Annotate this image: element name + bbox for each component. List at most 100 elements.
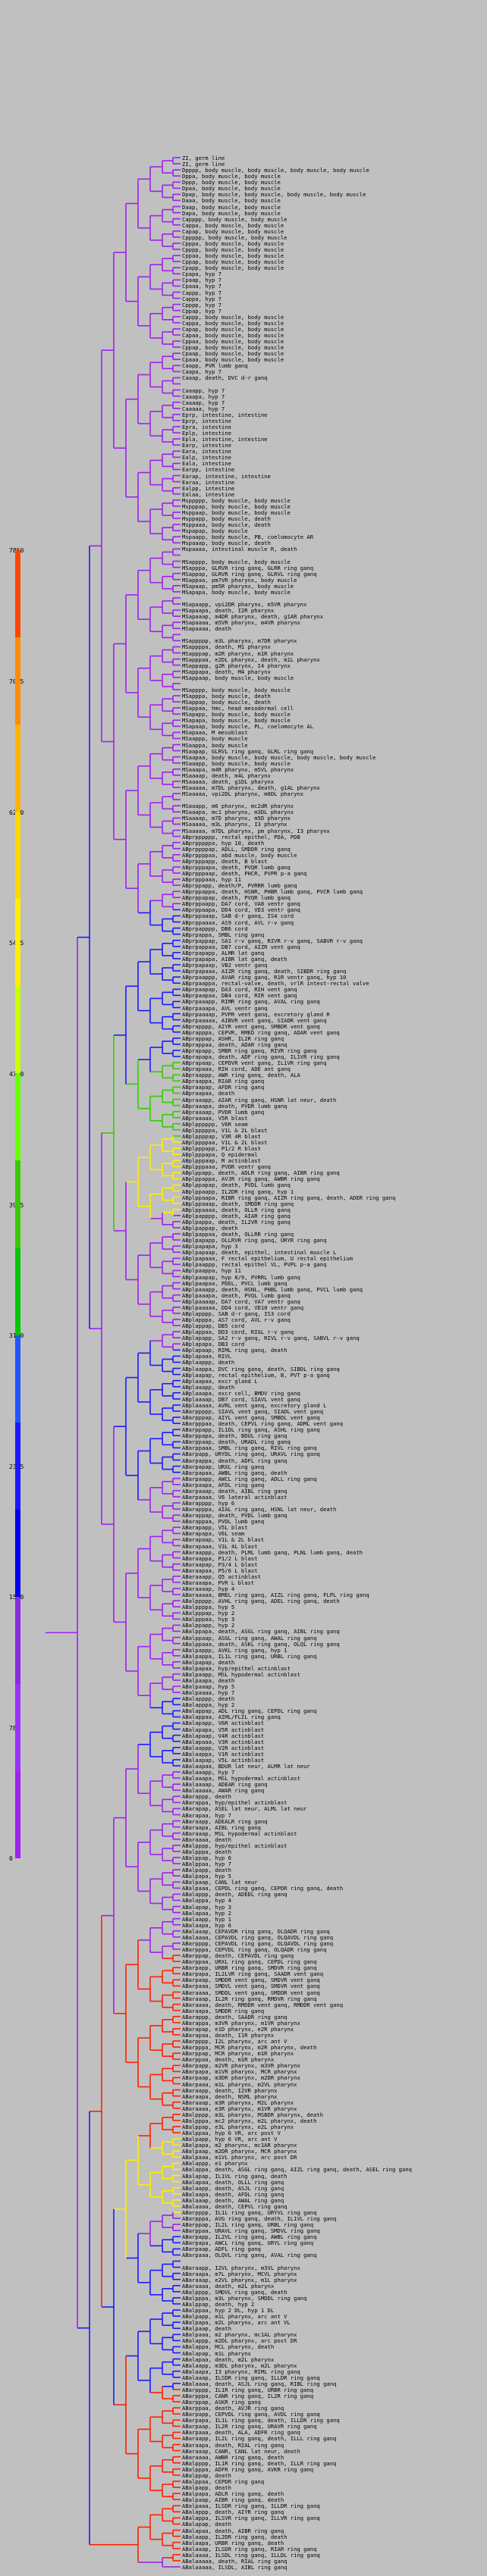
cell-label: Cappp, body muscle, body muscle bbox=[182, 313, 284, 321]
cell-label: ABaraaap, IL2R ring ganq, RMDVR ring gan… bbox=[182, 1995, 317, 2002]
cell-label: MSapaaaa, death bbox=[182, 625, 231, 633]
cell-label: ABalappa, MCL pharynx, death bbox=[182, 2343, 275, 2351]
cell-label: ZI, germ line bbox=[182, 161, 225, 168]
cell-label: Earaa, intestine bbox=[182, 478, 235, 486]
cell-label: ABalaaap, ILSDR ring ganq, RIAR ring gan… bbox=[182, 2545, 317, 2553]
cell-label: Caaaap, hyp 7 bbox=[182, 399, 225, 406]
cell-label: ABplpapapa, hyp 3 bbox=[182, 1243, 238, 1250]
cell-label: ABaraaap, m3R pharynx, M2L pharynx bbox=[182, 2099, 294, 2106]
cell-label: ABprppapp, death/P, PVRRR lumb ganq bbox=[182, 882, 297, 890]
cell-label: Msppaaa, body muscle, death bbox=[182, 521, 271, 529]
cell-label: ABalpppp, SMDVL ring ganq, death bbox=[182, 2288, 287, 2296]
lineage-labels: ZI, germ line ZI, germ line Dpppp, body mu… bbox=[182, 0, 485, 2576]
cell-label: ABplapapp, SA2 r-v ganq, RIVL r-v ganq, … bbox=[182, 1335, 360, 1342]
cell-label: ABarpapp, URBR ring ganq, SMDVR ring gan… bbox=[182, 1964, 317, 1972]
cell-label: ABalppaa, CEPDR ring ganq bbox=[182, 2477, 265, 2485]
cell-label: MSapapa, body muscle, body muscle bbox=[182, 588, 291, 596]
cell-label: ABarpppa, CEPVDL ring ganq, OLQADR ring … bbox=[182, 1946, 327, 1954]
cell-label: MSappppp, m3L pharynx, m7DR pharynx bbox=[182, 637, 297, 645]
cell-label: ABarpaap, IL2R ring ganq, URAVR ring gan… bbox=[182, 2423, 317, 2430]
cell-label: ABalppaap, ASGL ring ganq, AWAL ring gan… bbox=[182, 1634, 317, 1642]
cell-label: ABplpapppp, death, AIAR ring ganq bbox=[182, 1212, 291, 1219]
cell-label: ABplppapp, death, ADLR ring ganq, AIBR r… bbox=[182, 1169, 340, 1177]
cell-label: ABarppaa, URAVL ring ganq, SMDVL ring ga… bbox=[182, 2227, 320, 2235]
cell-label: ABarpapa, AWCL ring ganq, URYL ring ganq bbox=[182, 2240, 314, 2247]
cell-label: ABplpppppa, V1L & 2L blast bbox=[182, 1126, 268, 1134]
cell-label: ABprpapaaa, AIZR ring ganq, death, SIBDR… bbox=[182, 968, 347, 975]
cell-label: ABarapap, ASEL lat neur, ALML lat neur bbox=[182, 1805, 307, 1813]
cell-label: ABalpapa, m2 pharynx, mc1AR pharynx bbox=[182, 2142, 297, 2149]
cell-label: MSaaapa, m4R pharynx, m5VL pharynx bbox=[182, 765, 294, 773]
cell-label: Earpp, intestine bbox=[182, 466, 235, 474]
cell-label: ABarapapa, V6L seam bbox=[182, 1530, 245, 1538]
cell-label: ABplapppa, AS7 cord, AVL r-v ganq bbox=[182, 1316, 291, 1323]
cell-label: ABaraapa, m7L pharynx, MCVL pharynx bbox=[182, 2270, 297, 2277]
cell-label: ABalapaa, hyp 2 bbox=[182, 1909, 231, 1917]
scale-tick-785: 785 bbox=[9, 1725, 39, 1732]
cell-label: ABalapppa, hyp 2 bbox=[182, 1701, 235, 1709]
cell-label: ABalaaaa, CEPAVDL ring ganq, OLQAVDL rin… bbox=[182, 1933, 334, 1941]
cell-label: ABprappap, ASHR, IL2R ring ganq bbox=[182, 1034, 284, 1042]
cell-label: ABarpppp, IL1R ring ganq, URBR ring ganq bbox=[182, 2386, 314, 2393]
cell-label: ABaraapa, death, RIAL ring ganq bbox=[182, 2441, 284, 2449]
scale-tick-0: 0 bbox=[9, 1855, 13, 1862]
cell-label: Cppaa, body muscle, body muscle bbox=[182, 252, 284, 260]
cell-label: ABalppap, e3L pharynx, e2L pharynx bbox=[182, 2124, 294, 2130]
cell-label: ABaraaaa, SMDDL vent ganq, SMDDR vent ga… bbox=[182, 1989, 320, 1996]
cell-label: Cpppa, body muscle, body muscle bbox=[182, 239, 284, 247]
cell-label: ABalpaap, m2DR pharynx, MCR pharynx bbox=[182, 2148, 297, 2155]
cell-label: ABarapap, e1D pharynx, e2R pharynx bbox=[182, 2025, 294, 2033]
cell-label: Eprp, intestine bbox=[182, 417, 231, 424]
cell-label: ABplpaappa, hyp 11 bbox=[182, 1267, 241, 1275]
scale-color-segment bbox=[15, 1160, 20, 1249]
cell-label: ABplpappa, death, IL2VR ring ganq bbox=[182, 1218, 291, 1225]
cell-label: ABaraappa, P1/2 L blast bbox=[182, 1554, 258, 1562]
cell-label: ABalaaapa, MSL hypodermal actinblast bbox=[182, 1775, 300, 1783]
cell-label: ABplapaap, RIML ring ganq, death bbox=[182, 1347, 287, 1354]
cell-label: ABarpapp, CEPVDL ring ganq, AVDL ring ga… bbox=[182, 2411, 320, 2418]
cell-label: ABalpaapp, MSL hypodermal actinblast bbox=[182, 1670, 300, 1678]
cell-label: ABpraaapa, death, PVDR lumb ganq bbox=[182, 1102, 287, 1110]
cell-label: ABaraaaa, e3R pharynx, m1VR pharynx bbox=[182, 2105, 297, 2112]
cell-label: MSaaaaa, m3L pharynx, I3 pharynx bbox=[182, 821, 287, 828]
cell-label: ABalpaaa, m2 pharynx, mc1AL pharynx bbox=[182, 2331, 297, 2339]
cell-label: ABprpaaaaa, AIBVR vent ganq, SIADR vent … bbox=[182, 1016, 327, 1024]
cell-label: ABplpaaapa, death, PVQL lumb ganq bbox=[182, 1291, 291, 1299]
cell-label: ABaraapaa, P5/6 L blast bbox=[182, 1567, 258, 1574]
cell-label: ABarpaapa, AFDL ring ganq bbox=[182, 1481, 265, 1488]
cell-label: Cppap, body muscle, body muscle bbox=[182, 344, 284, 352]
cell-label: ABplpappaa, death, OLLRR ring ganq bbox=[182, 1231, 294, 1238]
cell-label: ABalaaapp, hyp 7 bbox=[182, 1769, 235, 1776]
cell-label: ABalpppp, hyp/epithel actinblast bbox=[182, 1842, 287, 1849]
cell-label: Capppp, body muscle, body muscle bbox=[182, 215, 287, 223]
cell-label: ABaraaaa, death, RMDDR vent ganq, RMDDR … bbox=[182, 2001, 344, 2008]
cell-label: ABarpaaaa, V6 lateral actinblast bbox=[182, 1493, 287, 1501]
cell-label: ABalappaa, AIML/FLIL ring ganq bbox=[182, 1714, 281, 1721]
cell-label: ABplappap, DB5 cord bbox=[182, 1322, 245, 1330]
cell-label: ABprpaaapa, AVL ventr ganq bbox=[182, 1004, 268, 1012]
cell-label: ABplaapaa, excr gland L bbox=[182, 1377, 258, 1385]
cell-label: ABplppapap, death, PVDL lumb ganq bbox=[182, 1182, 291, 1189]
cell-label: ABprapppp, AIYR vent ganq, SMBDR vent ga… bbox=[182, 1022, 320, 1030]
cell-label: ABalappap, ADL ring ganq, CEPDL ring gan… bbox=[182, 1707, 317, 1715]
cell-label: ABprpppppp, rectal epithel, PDA, PDB bbox=[182, 833, 300, 840]
cell-label: Daaa, body muscle, body muscle bbox=[182, 197, 281, 205]
cell-label: Dpaa, body muscle, body muscle bbox=[182, 185, 281, 192]
cell-label: ABaraaap, e2VL pharynx, m1L pharynx bbox=[182, 2276, 297, 2283]
scale-color-segment bbox=[15, 1247, 20, 1336]
cell-label: ABalaapa, death, AFDL ring ganq bbox=[182, 2190, 284, 2198]
cell-label: ABalaaaaa, ILSDL, AIBL ring ganq bbox=[182, 2563, 287, 2571]
cell-label: ABalapaa, death, AIBR ring ganq bbox=[182, 2527, 284, 2534]
cell-label: MSapppa, GLRVR ring ganq, GLRR ring ganq bbox=[182, 564, 314, 571]
cell-label: ABalpaap, CANL lat neur bbox=[182, 1879, 258, 1886]
cell-label: MSaappa, body muscle bbox=[182, 741, 248, 749]
cell-label: ABplpapaap, death, epithel, intestinal m… bbox=[182, 1249, 337, 1257]
cell-label: ABarppap, death, CEPAVDL ring ganq bbox=[182, 1952, 294, 1960]
scale-color-segment bbox=[15, 899, 20, 987]
cell-label: ABprpppaap, death, PHCR, PVPR p-a ganq bbox=[182, 869, 307, 877]
cell-label: ABalaapa, URBR ring ganq, death bbox=[182, 2539, 284, 2546]
cell-label: ABprapppa, CEPVR, RMED ring ganq, ADAR v… bbox=[182, 1028, 340, 1036]
cell-label: MSappapp, g2R pharynx, I4 pharynx bbox=[182, 662, 291, 669]
cell-label: ABalapppp, death bbox=[182, 1695, 235, 1703]
